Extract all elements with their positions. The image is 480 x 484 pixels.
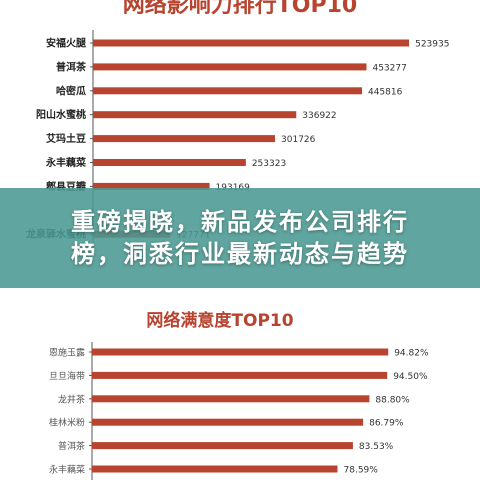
chart1-value-label: 301726 (281, 135, 316, 145)
chart1-bar (93, 39, 410, 47)
chart1-bar (93, 135, 276, 143)
chart1-bar (93, 182, 210, 190)
chart2-value-label: 94.82% (394, 349, 429, 359)
banner-line-2: 榜，洞悉行业最新动态与趋势 (71, 240, 409, 268)
chart2-title: 网络满意度TOP10 (146, 310, 293, 331)
banner-line-1: 重磅揭晓，新品发布公司排行 (71, 208, 409, 236)
chart2-bar (92, 418, 364, 426)
chart2-bar (92, 371, 388, 379)
chart1-value-label: 523935 (415, 40, 449, 50)
chart2-bar (92, 395, 370, 403)
chart2-bar (92, 348, 389, 356)
chart2-category-label: 普洱茶 (58, 440, 85, 452)
chart2-bar (92, 442, 353, 450)
chart1-category-label: 永丰藕菜 (45, 156, 87, 169)
chart1-value-label: 336922 (302, 111, 336, 121)
chart1-category-label: 阳山水蜜桃 (36, 108, 86, 121)
chart2-value-label: 86.79% (369, 419, 404, 429)
chart1-category-label: 安福火腿 (46, 37, 87, 50)
chart1-bar (93, 63, 367, 71)
chart1-category-label: 哈密瓜 (56, 84, 86, 97)
chart2-value-label: 88.80% (375, 395, 410, 405)
chart1-value-label: 253323 (252, 159, 286, 169)
chart2-value-label: 94.50% (393, 372, 428, 382)
chart2-category-label: 桂林米粉 (49, 417, 85, 429)
chart1-bar (93, 87, 362, 95)
chart1-bar (93, 159, 246, 166)
chart2-category-label: 龙井茶 (58, 393, 85, 405)
chart1-value-label: 445816 (368, 87, 403, 97)
chart1-value-label: 193169 (216, 183, 251, 193)
chart1-category-label: 普洱茶 (56, 60, 87, 73)
chart1-bar (93, 111, 297, 119)
chart1-title: 网络影响力排行TOP10 (123, 0, 357, 18)
chart2-category-label: 恩施玉露 (49, 347, 85, 359)
headline-banner: 重磅揭晓，新品发布公司排行 榜，洞悉行业最新动态与趋势 (0, 188, 480, 288)
chart2-value-label: 78.59% (344, 466, 379, 476)
chart1-category-label: 艾玛土豆 (46, 132, 86, 145)
chart2-value-label: 83.53% (359, 442, 394, 452)
chart2-category-label: 旦旦海带 (49, 370, 85, 382)
chart2-bar (92, 465, 338, 473)
chart2-category-label: 永丰藕菜 (49, 464, 85, 476)
chart1-value-label: 453277 (372, 63, 406, 73)
